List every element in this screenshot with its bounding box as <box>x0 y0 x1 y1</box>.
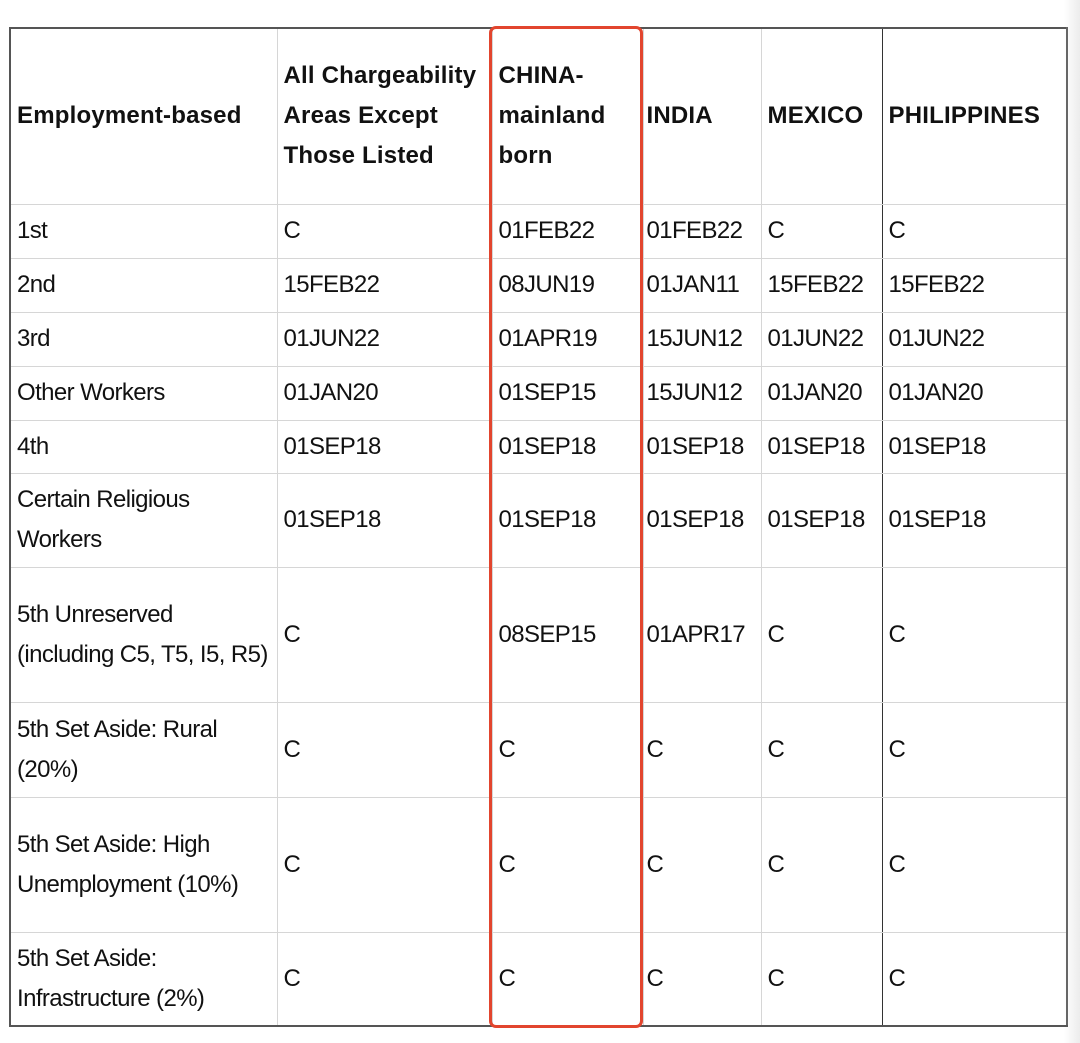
table-cell: 01FEB22 <box>491 203 644 259</box>
table-row: 5th Set Aside: Rural (20%) C C C C C <box>9 701 1068 798</box>
column-header: PHILIPPINES <box>881 27 1068 205</box>
table-cell: 01SEP18 <box>760 419 883 474</box>
table-cell: 15JUN12 <box>642 311 762 367</box>
table-cell: 01JAN20 <box>881 365 1068 421</box>
row-label: 4th <box>9 419 278 474</box>
table-cell: C <box>881 203 1068 259</box>
table-cell: C <box>276 931 493 1027</box>
table-row: Certain Religious Workers 01SEP18 01SEP18 0… <box>9 472 1068 568</box>
table-cell: 01SEP18 <box>276 419 493 474</box>
table-cell: 01SEP18 <box>642 419 762 474</box>
column-header: INDIA <box>642 27 762 205</box>
table-cell: C <box>276 701 493 798</box>
table-cell: 01JAN20 <box>760 365 883 421</box>
table-cell: 01JUN22 <box>881 311 1068 367</box>
table-cell: 01JUN22 <box>276 311 493 367</box>
table-cell: C <box>760 566 883 703</box>
table-cell: 01SEP18 <box>642 472 762 568</box>
table-cell: 15JUN12 <box>642 365 762 421</box>
row-label: 5th Set Aside: Infrastructure (2%) <box>9 931 278 1027</box>
column-header: All Chargeability Areas Except Those Lis… <box>276 27 493 205</box>
table-cell: 01JAN20 <box>276 365 493 421</box>
row-label: 2nd <box>9 257 278 313</box>
table-cell: 01SEP18 <box>491 472 644 568</box>
table-cell: 01JUN22 <box>760 311 883 367</box>
table-cell: 15FEB22 <box>276 257 493 313</box>
row-label: 5th Unreserved (including C5, T5, I5, R5… <box>9 566 278 703</box>
row-label: 5th Set Aside: High Unemployment (10%) <box>9 796 278 933</box>
table-row: Other Workers 01JAN20 01SEP15 15JUN12 01JAN2… <box>9 365 1068 421</box>
table-cell: C <box>491 931 644 1027</box>
table-cell: C <box>881 701 1068 798</box>
row-label: 1st <box>9 203 278 259</box>
table-row: 5th Set Aside: Infrastructure (2%) C C C C C <box>9 931 1068 1027</box>
column-header: MEXICO <box>760 27 883 205</box>
table-cell: C <box>491 701 644 798</box>
table-cell: 08JUN19 <box>491 257 644 313</box>
table-cell: C <box>881 931 1068 1027</box>
table-cell: C <box>276 796 493 933</box>
table-row: 5th Unreserved (including C5, T5, I5, R5… <box>9 566 1068 703</box>
table-cell: 01SEP18 <box>881 472 1068 568</box>
table-cell: 01SEP18 <box>491 419 644 474</box>
table-cell: 01FEB22 <box>642 203 762 259</box>
table-row: 4th 01SEP18 01SEP18 01SEP18 01SEP18 01SEP18 <box>9 419 1068 474</box>
page-edge-shadow <box>1064 0 1080 1043</box>
table-cell: 08SEP15 <box>491 566 644 703</box>
table-cell: 01SEP18 <box>881 419 1068 474</box>
table-row: 5th Set Aside: High Unemployment (10%) C C… <box>9 796 1068 933</box>
table-row: 3rd 01JUN22 01APR19 15JUN12 01JUN22 01JUN22 <box>9 311 1068 367</box>
table-cell: C <box>642 931 762 1027</box>
table-cell: 01SEP18 <box>276 472 493 568</box>
column-header: Employment-based <box>9 27 278 205</box>
table-cell: C <box>642 701 762 798</box>
row-label: Certain Religious Workers <box>9 472 278 568</box>
table-cell: 15FEB22 <box>881 257 1068 313</box>
table-cell: C <box>642 796 762 933</box>
table-cell: C <box>760 701 883 798</box>
table-cell: C <box>881 796 1068 933</box>
table-cell: 01JAN11 <box>642 257 762 313</box>
table-cell: 01SEP15 <box>491 365 644 421</box>
table-row: 1st C 01FEB22 01FEB22 C C <box>9 203 1068 259</box>
table-cell: C <box>760 203 883 259</box>
table-cell: C <box>881 566 1068 703</box>
table-cell: 01APR17 <box>642 566 762 703</box>
row-label: Other Workers <box>9 365 278 421</box>
table-cell: C <box>276 203 493 259</box>
table-cell: C <box>760 796 883 933</box>
column-header: CHINA-mainland born <box>491 27 644 205</box>
table-cell: 01APR19 <box>491 311 644 367</box>
visa-bulletin-table: Employment-based All Chargeability Areas … <box>9 27 1068 1027</box>
table-cell: C <box>491 796 644 933</box>
row-label: 5th Set Aside: Rural (20%) <box>9 701 278 798</box>
table-cell: C <box>276 566 493 703</box>
header-row: Employment-based All Chargeability Areas … <box>9 27 1068 205</box>
table-cell: C <box>760 931 883 1027</box>
table-row: 2nd 15FEB22 08JUN19 01JAN11 15FEB22 15FEB22 <box>9 257 1068 313</box>
row-label: 3rd <box>9 311 278 367</box>
table-cell: 15FEB22 <box>760 257 883 313</box>
table-cell: 01SEP18 <box>760 472 883 568</box>
